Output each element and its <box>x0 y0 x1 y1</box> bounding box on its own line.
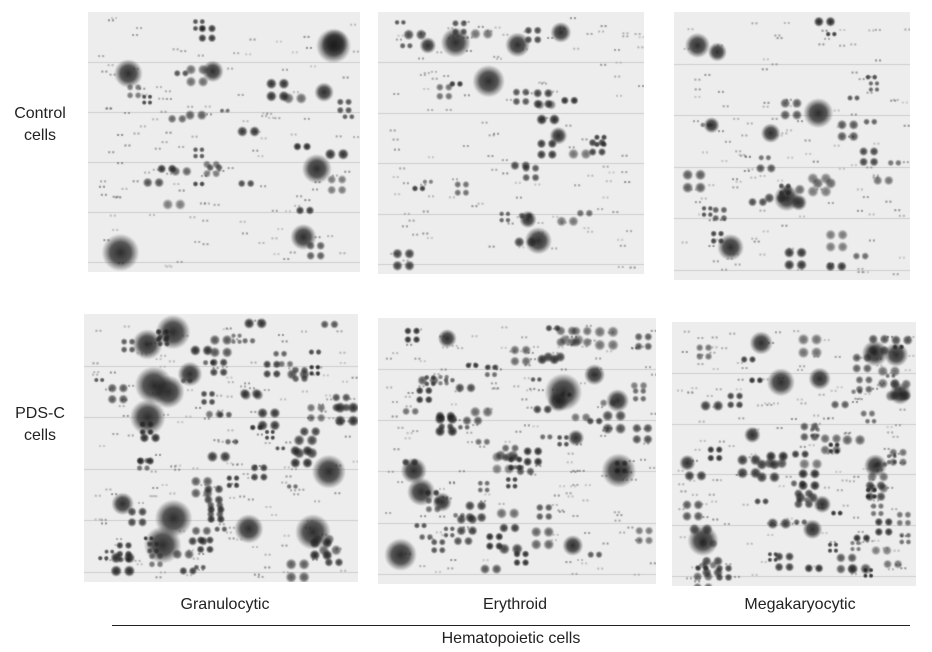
blot-control-erythroid <box>378 12 644 274</box>
column-label-megakaryocytic: Megakaryocytic <box>744 596 856 613</box>
row-label-control-line2: cells <box>23 127 56 144</box>
row-label-pds-c-line2: cells <box>23 427 56 444</box>
row-label-control-line1: Control <box>14 105 66 122</box>
blot-pds-c-erythroid <box>378 318 656 584</box>
row-label-pds-c: PDS-C cells <box>0 403 80 447</box>
blot-control-megakaryocytic <box>674 12 910 280</box>
blot-pds-c-megakaryocytic <box>672 322 916 586</box>
group-underline <box>112 625 910 626</box>
row-label-pds-c-line1: PDS-C <box>15 405 65 422</box>
blot-control-granulocytic <box>88 12 360 272</box>
column-label-granulocytic: Granulocytic <box>180 596 270 613</box>
blot-pds-c-granulocytic <box>84 314 358 582</box>
row-label-control: Control cells <box>0 103 80 147</box>
column-label-erythroid: Erythroid <box>482 596 548 613</box>
group-label: Hematopoietic cells <box>441 630 581 647</box>
